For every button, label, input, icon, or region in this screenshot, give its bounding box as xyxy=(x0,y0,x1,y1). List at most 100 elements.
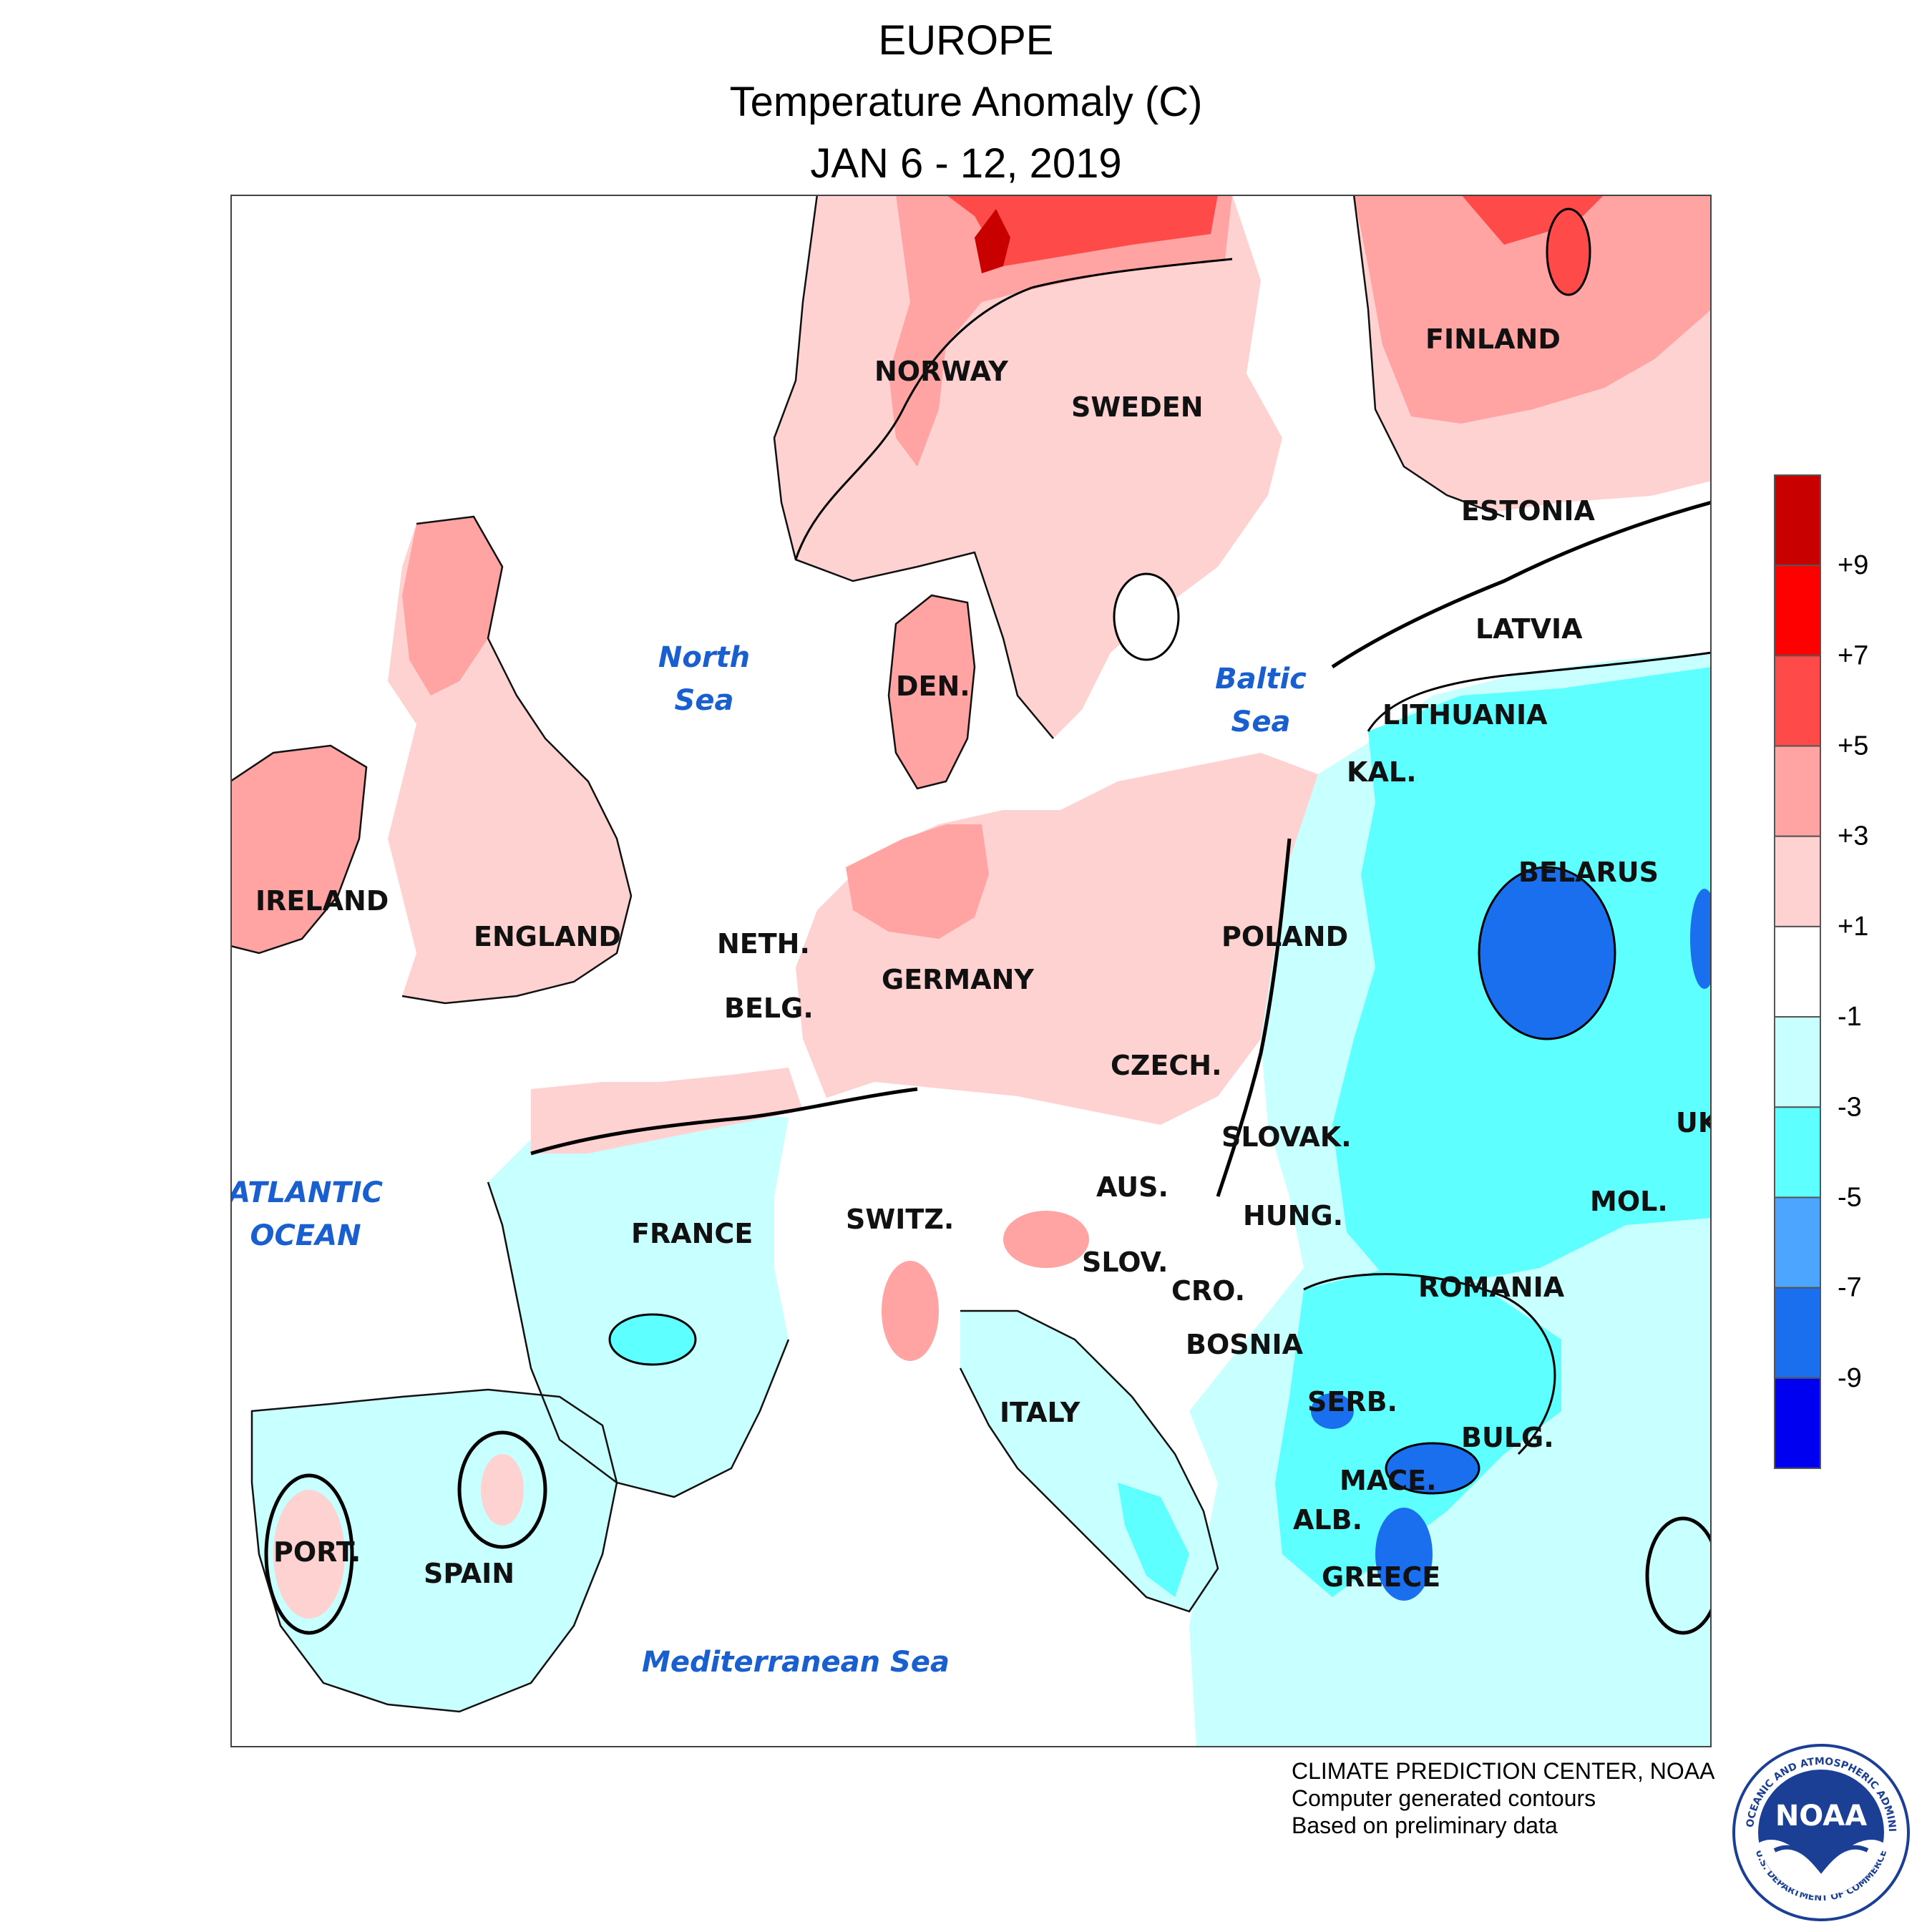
contour-line xyxy=(794,258,1233,560)
sea-label: Sea xyxy=(1231,706,1291,738)
title-block: EUROPE Temperature Anomaly (C) JAN 6 - 1… xyxy=(0,10,1932,195)
legend-label: +7 xyxy=(1838,640,1868,670)
country-label: MOL. xyxy=(1590,1186,1668,1217)
contour-loop xyxy=(1478,866,1616,1040)
baltics-land xyxy=(1361,488,1712,688)
italy-south-cold xyxy=(1118,1483,1189,1597)
country-label: SWEDEN xyxy=(1071,391,1204,423)
map-variable-title: Temperature Anomaly (C) xyxy=(729,79,1203,125)
color-legend: +9 +7 +5 +3 +1 -1 -3 -5 -7 -9 xyxy=(1774,474,1868,1470)
sea-label: Baltic xyxy=(1215,663,1307,696)
legend-label: -3 xyxy=(1838,1092,1862,1122)
contour-line xyxy=(1216,838,1292,1197)
legend-label: -5 xyxy=(1838,1182,1862,1212)
legend-swatch xyxy=(1774,655,1821,747)
country-label: ROMANIA xyxy=(1418,1272,1565,1303)
legend-swatch xyxy=(1774,1196,1821,1289)
sea-label: Sea xyxy=(675,684,734,717)
country-label: BOSNIA xyxy=(1186,1329,1304,1360)
country-label: SLOV. xyxy=(1082,1246,1168,1278)
country-label: MACE. xyxy=(1340,1465,1437,1496)
country-label: SERB. xyxy=(1307,1386,1397,1418)
contour-line xyxy=(1303,1273,1556,1455)
contour-loop xyxy=(264,1473,354,1635)
legend-swatch xyxy=(1774,745,1821,837)
country-label: SLOVAK. xyxy=(1221,1121,1352,1153)
norway-peak xyxy=(975,209,1010,273)
norway-warm-zone xyxy=(889,195,1232,467)
contour-line xyxy=(530,1087,918,1156)
contour-loop xyxy=(1385,1442,1480,1495)
balkans-cold-zone xyxy=(1275,1268,1561,1597)
credit-note: Based on preliminary data xyxy=(1292,1813,1558,1838)
legend-label: +1 xyxy=(1838,912,1868,942)
legend-swatch xyxy=(1774,925,1821,1018)
country-label: CRO. xyxy=(1171,1275,1245,1307)
contour-loop xyxy=(457,1430,547,1549)
contour-line xyxy=(1367,651,1712,732)
bulgaria-cold-core xyxy=(1386,1443,1479,1493)
coastline xyxy=(959,1309,1219,1613)
coastline xyxy=(887,594,976,790)
country-label: NORWAY xyxy=(874,356,1008,387)
serbia-cold-core xyxy=(1311,1393,1354,1429)
coastline xyxy=(773,195,1054,739)
legend-swatch xyxy=(1774,1287,1821,1379)
country-label: ITALY xyxy=(1000,1397,1080,1428)
country-label: GERMANY xyxy=(882,964,1034,995)
contour-loop xyxy=(1546,208,1591,296)
coastline xyxy=(1352,195,1505,518)
country-label: ALB. xyxy=(1293,1504,1362,1536)
greece-cold-core xyxy=(1375,1508,1433,1601)
legend-swatch xyxy=(1774,1106,1821,1199)
france-north-warm xyxy=(531,1068,803,1153)
france-cold-spot xyxy=(610,1314,696,1365)
spain-warm-spot xyxy=(481,1454,524,1526)
belarus-cold-spot-east xyxy=(1690,889,1712,989)
iberia-land xyxy=(252,1390,617,1712)
belarus-cold-core xyxy=(1479,867,1615,1039)
legend-label: -9 xyxy=(1838,1363,1862,1393)
country-label: HUNG. xyxy=(1243,1200,1343,1231)
coastline xyxy=(487,1181,790,1498)
country-label: GREECE xyxy=(1322,1561,1440,1593)
finland-warm-zone xyxy=(1354,195,1712,424)
sea-label: OCEAN xyxy=(250,1219,361,1252)
finland-hot-spot xyxy=(1547,209,1590,295)
coastline xyxy=(230,744,368,955)
contour-line xyxy=(1331,500,1712,669)
germany-warm-zone xyxy=(846,824,989,939)
country-label: POLAND xyxy=(1221,921,1348,952)
finland-hot-zone xyxy=(1461,195,1604,245)
country-label: LATVIA xyxy=(1475,613,1583,645)
country-label: UK xyxy=(1676,1107,1712,1138)
credit-block: CLIMATE PREDICTION CENTER, NOAA Computer… xyxy=(1292,1757,1714,1839)
alpine-neutral-zone xyxy=(760,1082,1261,1340)
country-label: LITHUANIA xyxy=(1382,699,1548,731)
map-frame xyxy=(230,195,1712,1747)
logo-text: NOAA xyxy=(1775,1800,1867,1833)
legend-swatch xyxy=(1774,474,1821,567)
switz-warm-spot xyxy=(882,1261,939,1361)
legend-swatch xyxy=(1774,1016,1821,1108)
country-label: DEN. xyxy=(896,670,970,702)
denmark-land xyxy=(889,595,975,789)
alps-warm-spot xyxy=(1003,1211,1089,1268)
legend-swatch xyxy=(1774,565,1821,657)
country-label: BELG. xyxy=(724,992,814,1024)
country-label: IRELAND xyxy=(255,885,389,917)
scotland-warm xyxy=(402,517,502,696)
country-label: SPAIN xyxy=(424,1558,514,1589)
credit-note: Computer generated contours xyxy=(1292,1785,1596,1811)
legend-label: -7 xyxy=(1838,1273,1862,1303)
contour-loop xyxy=(1645,1516,1712,1635)
sea-label: ATLANTIC xyxy=(230,1176,383,1209)
legend-label: -1 xyxy=(1838,1002,1862,1032)
norway-hot-zone xyxy=(946,195,1218,266)
country-label: CZECH. xyxy=(1111,1050,1222,1081)
sweden-cool-spot xyxy=(1114,574,1179,660)
legend-label: +5 xyxy=(1838,731,1868,761)
legend-swatch xyxy=(1774,835,1821,927)
noaa-seagull-logo: NATIONAL OCEANIC AND ATMOSPHERIC ADMINIS… xyxy=(1732,1743,1910,1921)
legend-swatch xyxy=(1774,1377,1821,1470)
